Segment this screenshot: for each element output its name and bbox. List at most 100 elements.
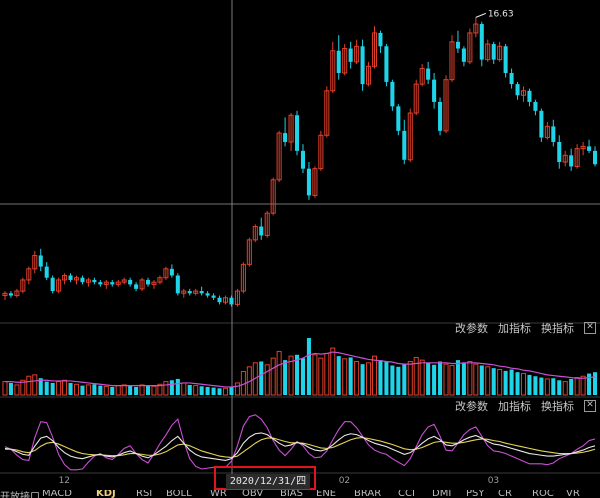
candle-body xyxy=(312,168,318,196)
volume-bar xyxy=(294,354,300,395)
volume-bar xyxy=(270,357,276,396)
volume-bar xyxy=(85,384,91,396)
candle-body xyxy=(134,284,139,289)
volume-toolbar: 改参数 加指标 换指标 ✕ xyxy=(455,320,600,336)
candle-body xyxy=(193,290,199,294)
candle-body xyxy=(587,146,592,151)
volume-bar xyxy=(26,375,32,396)
candle-body xyxy=(115,281,121,285)
volume-bar xyxy=(50,382,55,395)
volume-bar xyxy=(348,357,353,395)
indicator-tab-roc[interactable]: ROC xyxy=(532,490,554,498)
add-indicator-button[interactable]: 加指标 xyxy=(498,400,531,413)
candle-body xyxy=(413,83,419,114)
volume-bar xyxy=(62,379,68,396)
candle-body xyxy=(98,282,103,285)
volume-bar xyxy=(134,386,139,395)
candle-body xyxy=(73,277,80,281)
volume-bar xyxy=(520,373,527,396)
indicator-tab-bias[interactable]: BIAS xyxy=(280,490,303,498)
candle-body xyxy=(527,90,532,102)
volume-bar xyxy=(574,377,580,396)
indicator-tab-开放接口[interactable]: 开放接口 xyxy=(0,492,40,498)
candle-body xyxy=(378,32,383,47)
candle-body xyxy=(163,268,169,279)
candle-body xyxy=(85,279,91,283)
volume-bar xyxy=(44,381,49,395)
indicator-tab-brar[interactable]: BRAR xyxy=(354,490,382,498)
volume-bar xyxy=(300,358,306,395)
volume-bar xyxy=(217,388,222,395)
candle-body xyxy=(419,68,425,85)
candle-body xyxy=(426,68,431,80)
change-params-button[interactable]: 改参数 xyxy=(455,322,488,335)
candle-body xyxy=(467,32,473,63)
indicator-tab-macd[interactable]: MACD xyxy=(42,490,72,498)
volume-bar xyxy=(378,360,383,395)
candle-body xyxy=(14,290,20,297)
volume-bar xyxy=(181,382,187,396)
add-indicator-button[interactable]: 加指标 xyxy=(498,322,531,335)
candle-body xyxy=(449,41,455,81)
candle-body xyxy=(276,132,282,181)
switch-indicator-button[interactable]: 换指标 xyxy=(541,400,574,413)
volume-bar xyxy=(497,369,503,396)
candle-body xyxy=(592,150,598,165)
indicator-tab-obv[interactable]: OBV xyxy=(242,490,264,498)
candle-body xyxy=(264,212,270,236)
volume-bar xyxy=(432,364,437,395)
volume-bar xyxy=(14,384,20,396)
indicator-tab-psy[interactable]: PSY xyxy=(466,490,485,498)
volume-bar xyxy=(187,384,192,395)
candle-body xyxy=(169,268,174,276)
candle-body xyxy=(44,266,49,278)
volume-bar xyxy=(366,362,372,396)
indicator-tab-kdj[interactable]: KDJ xyxy=(96,490,116,498)
candle-body xyxy=(229,297,234,305)
candle-body xyxy=(569,155,574,167)
volume-bar xyxy=(324,352,330,396)
volume-bar xyxy=(551,378,556,395)
volume-bar xyxy=(283,360,288,395)
volume-bar xyxy=(396,366,401,395)
indicator-tab-rsi[interactable]: RSI xyxy=(136,490,153,498)
indicator-tab-boll[interactable]: BOLL xyxy=(166,490,192,498)
volume-bar xyxy=(169,380,174,395)
volume-bar xyxy=(92,384,97,395)
volume-bar xyxy=(527,374,532,395)
kdj-toolbar: 改参数 加指标 换指标 ✕ xyxy=(455,398,600,414)
candle-body xyxy=(461,48,466,62)
volume-bar xyxy=(288,355,294,396)
candle-body xyxy=(217,297,222,303)
indicator-tab-cci[interactable]: CCI xyxy=(398,490,415,498)
candle-body xyxy=(348,48,353,62)
volume-bar xyxy=(336,356,341,395)
x-tick-label: 02 xyxy=(338,476,351,486)
volume-ma-line xyxy=(4,351,596,388)
indicator-tab-wr[interactable]: WR xyxy=(210,490,227,498)
switch-indicator-button[interactable]: 换指标 xyxy=(541,322,574,335)
indicator-tab-dmi[interactable]: DMI xyxy=(432,490,452,498)
indicator-tab-ene[interactable]: ENE xyxy=(316,490,337,498)
volume-bar xyxy=(199,386,204,395)
close-icon[interactable]: ✕ xyxy=(584,400,596,412)
candle-body xyxy=(520,90,527,96)
candle-body xyxy=(479,24,484,60)
volume-bar xyxy=(544,378,550,396)
candle-body xyxy=(151,281,157,285)
volume-bar xyxy=(115,385,121,396)
candle-body xyxy=(110,282,115,285)
volume-bar xyxy=(413,356,419,396)
volume-bar xyxy=(509,369,514,395)
close-icon[interactable]: ✕ xyxy=(584,322,596,334)
candle-body xyxy=(92,279,97,283)
volume-bar xyxy=(449,364,455,396)
volume-bar xyxy=(569,378,574,395)
change-params-button[interactable]: 改参数 xyxy=(455,400,488,413)
indicator-tab-vr[interactable]: VR xyxy=(566,490,580,498)
volume-bar xyxy=(562,381,568,396)
indicator-tab-cr[interactable]: CR xyxy=(498,490,512,498)
volume-bar xyxy=(515,372,520,395)
candle-body xyxy=(491,44,496,60)
